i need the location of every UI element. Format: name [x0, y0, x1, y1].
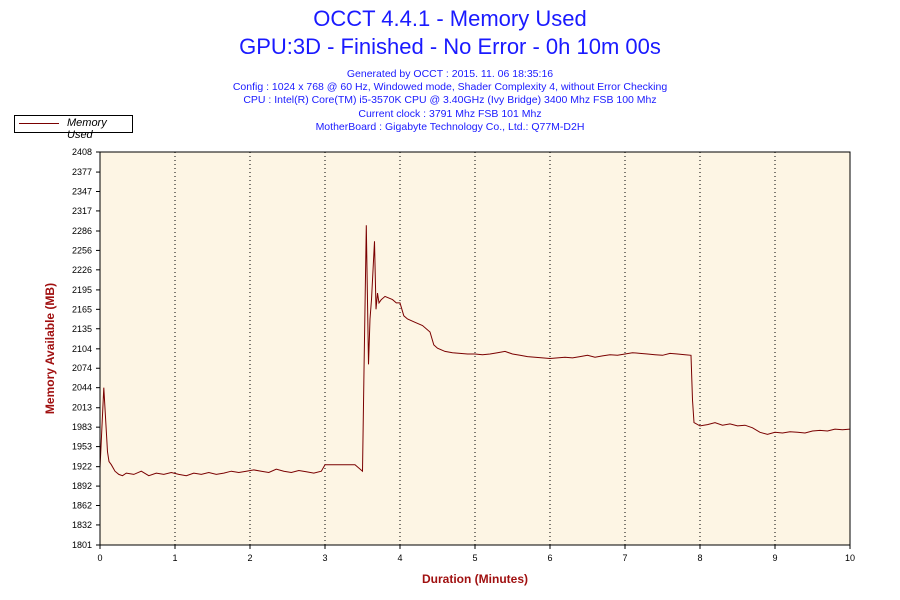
y-tick-label: 2165: [72, 304, 92, 314]
x-axis-title: Duration (Minutes): [422, 572, 528, 586]
x-tick-label: 2: [247, 553, 252, 563]
info-motherboard: MotherBoard : Gigabyte Technology Co., L…: [315, 120, 585, 133]
y-tick-label: 1892: [72, 481, 92, 491]
y-tick-label: 2074: [72, 363, 92, 373]
x-tick-label: 1: [172, 553, 177, 563]
y-tick-label: 2104: [72, 344, 92, 354]
series-line-memory-used: [99, 225, 851, 477]
y-tick-label: 2195: [72, 285, 92, 295]
legend-label: Memory Used: [67, 117, 107, 141]
y-tick-label: 2013: [72, 403, 92, 413]
y-tick-label: 1922: [72, 462, 92, 472]
plot-frame: [99, 151, 851, 546]
y-tick-label: 1953: [72, 442, 92, 452]
y-tick-label: 2135: [72, 324, 92, 334]
y-tick-label: 2226: [72, 265, 92, 275]
legend-swatch: [19, 123, 59, 124]
x-tick-label: 8: [697, 553, 702, 563]
x-tick-label: 9: [772, 553, 777, 563]
x-tick-label: 4: [397, 553, 402, 563]
axis-ticks: 0 1 2 3 4 5 6 7 8 9 10 1801 1832 1862 1892 1922 1953 1983…: [72, 147, 855, 563]
y-tick-label: 2317: [72, 206, 92, 216]
test-info-block: Generated by OCCT : 2015. 11. 06 18:35:1…: [0, 68, 900, 134]
x-tick-label: 7: [622, 553, 627, 563]
x-tick-label: 10: [845, 553, 855, 563]
x-tick-label: 6: [547, 553, 552, 563]
y-tick-label: 2044: [72, 383, 92, 393]
legend: Memory Used: [14, 115, 133, 141]
y-tick-label: 2256: [72, 245, 92, 255]
grid-lines: [174, 152, 776, 545]
info-cpu: CPU : Intel(R) Core(TM) i5-3570K CPU @ 3…: [243, 94, 657, 107]
info-config: Config : 1024 x 768 @ 60 Hz, Windowed mo…: [232, 81, 668, 94]
chart-title: OCCT 4.4.1 - Memory Used: [313, 6, 587, 31]
y-tick-label: 1862: [72, 501, 92, 511]
x-tick-label: 3: [322, 553, 327, 563]
y-tick-label: 2286: [72, 226, 92, 236]
y-tick-label: 1832: [72, 520, 92, 530]
y-tick-label: 1801: [72, 540, 92, 550]
y-axis-title: Memory Available (MB): [43, 283, 57, 414]
x-tick-label: 5: [472, 553, 477, 563]
y-tick-label: 2377: [72, 167, 92, 177]
info-generated: Generated by OCCT : 2015. 11. 06 18:35:1…: [346, 68, 554, 80]
y-tick-label: 1983: [72, 422, 92, 432]
chart-subtitle: GPU:3D - Finished - No Error - 0h 10m 00…: [239, 34, 661, 59]
y-tick-label: 2347: [72, 186, 92, 196]
x-tick-label: 0: [97, 553, 102, 563]
info-clock: Current clock : 3791 Mhz FSB 101 Mhz: [358, 107, 542, 120]
y-tick-label: 2408: [72, 147, 92, 157]
